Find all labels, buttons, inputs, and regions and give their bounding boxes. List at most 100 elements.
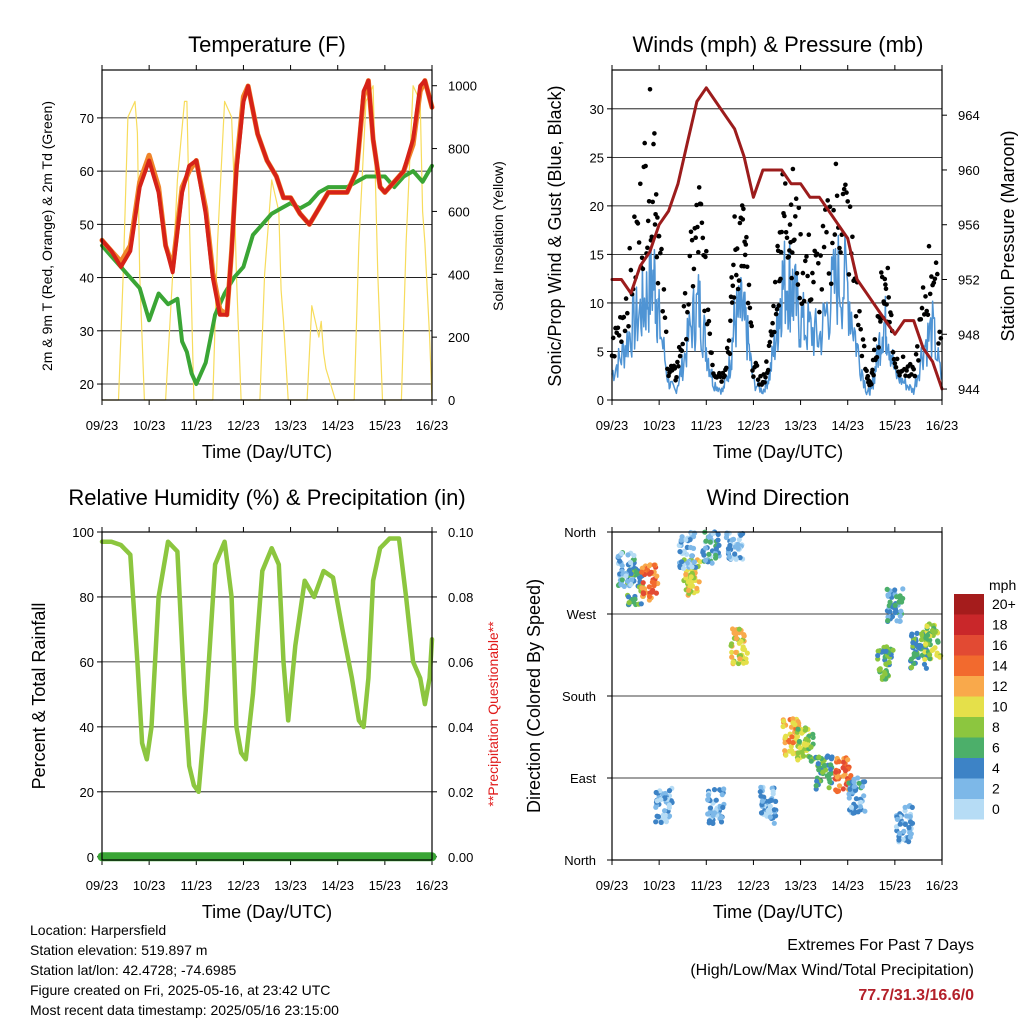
wind-gust-point: [793, 196, 799, 201]
wind-gust-point: [651, 141, 656, 147]
direction-point: [842, 768, 849, 774]
direction-point: [908, 831, 914, 837]
wind-gust-point: [749, 323, 754, 329]
station-info: Location: Harpersfield Station elevation…: [30, 920, 339, 1020]
wind-gust-point: [650, 199, 655, 205]
direction-point: [897, 821, 903, 827]
legend-label: 18: [992, 617, 1008, 633]
wind-gust-point: [826, 271, 832, 276]
direction-point: [619, 550, 625, 557]
direction-ytick-label: South: [562, 689, 596, 704]
wind-gust-point: [806, 232, 812, 237]
humidity-y2tick-label: 0.02: [448, 785, 473, 800]
wind-gust-point: [643, 163, 648, 169]
wind-gust-point: [724, 345, 730, 351]
wind-gust-point: [762, 380, 767, 385]
direction-point: [632, 596, 638, 602]
wind-gust-point: [870, 367, 875, 373]
winds-ytick-label: 0: [597, 393, 604, 408]
wind-gust-point: [878, 319, 883, 324]
wind-gust-point: [696, 249, 701, 255]
wind-gust-point: [744, 264, 750, 270]
wind-gust-point: [691, 266, 697, 272]
direction-point: [741, 633, 747, 639]
direction-point: [932, 629, 938, 635]
wind-gust-point: [797, 295, 802, 301]
wind-gust-point: [890, 349, 896, 355]
direction-xtick-label: 10/23: [643, 878, 676, 893]
temperature-y2tick-label: 400: [448, 267, 470, 282]
direction-point: [857, 804, 864, 810]
wind-gust-point: [751, 374, 756, 379]
created-line: Figure created on Fri, 2025-05-16, at 23…: [30, 982, 331, 998]
wind-gust-point: [700, 235, 706, 241]
wind-gust-point: [925, 312, 931, 318]
wind-gust-point: [750, 368, 755, 373]
direction-point: [639, 569, 645, 575]
direction-point: [736, 640, 742, 646]
humidity-y2tick-label: 0.04: [448, 720, 473, 735]
wind-gust-point: [889, 312, 894, 318]
wind-gust-point: [926, 243, 932, 249]
direction-point: [617, 558, 623, 564]
direction-point: [910, 640, 916, 646]
direction-point: [925, 632, 931, 638]
direction-point: [740, 644, 746, 650]
wind-gust-point: [649, 234, 655, 240]
wind-gust-point: [764, 359, 769, 364]
wind-gust-point: [717, 370, 722, 376]
direction-point: [923, 641, 929, 647]
wind-gust-point: [647, 87, 653, 92]
direction-point: [770, 788, 776, 794]
wind-gust-point: [832, 232, 838, 237]
wind-gust-point: [871, 372, 876, 378]
direction-point: [783, 752, 789, 758]
legend-swatch: [954, 635, 984, 656]
direction-point: [923, 665, 930, 671]
direction-point: [666, 788, 673, 794]
wind-gust-point: [745, 300, 751, 306]
direction-point: [736, 537, 742, 543]
wind-gust-point: [722, 373, 727, 379]
direction-point: [908, 664, 915, 671]
direction-point: [633, 569, 640, 576]
wind-gust-point: [772, 329, 777, 335]
temperature-plot-frame: [101, 69, 433, 401]
direction-point: [639, 565, 645, 571]
direction-point: [796, 738, 803, 745]
wind-gust-point: [897, 373, 902, 378]
wind-gust-point: [768, 329, 774, 334]
direction-point: [840, 759, 847, 765]
direction-point: [852, 787, 859, 793]
direction-point: [885, 618, 891, 624]
wind-gust-point: [766, 343, 772, 349]
wind-gust-point: [858, 327, 863, 332]
direction-point: [685, 579, 692, 585]
wind-gust-point: [790, 166, 796, 172]
direction-point: [847, 786, 853, 792]
direction-point: [877, 667, 883, 673]
wind-gust-point: [763, 375, 768, 380]
direction-point: [883, 648, 889, 654]
temperature-ytick-label: 50: [80, 217, 94, 232]
direction-point: [654, 813, 660, 819]
direction-point: [887, 609, 893, 615]
direction-point: [765, 807, 771, 814]
winds-y2tick-label: 944: [958, 382, 980, 397]
winds-xlabel: Time (Day/UTC): [713, 442, 843, 462]
wind-gust-point: [773, 311, 779, 317]
wind-gust-point: [912, 373, 918, 379]
direction-point: [711, 787, 718, 793]
wind-gust-point: [746, 282, 752, 288]
wind-gust-point: [755, 377, 761, 383]
solar-insolation-line: [101, 85, 433, 401]
direction-point: [713, 797, 719, 803]
direction-point: [709, 560, 715, 566]
temperature-y2tick-label: 0: [448, 393, 455, 408]
legend-swatch: [954, 696, 984, 717]
direction-point: [929, 647, 935, 654]
direction-point: [894, 594, 900, 600]
legend-label: 10: [992, 699, 1008, 715]
wind-gust-point: [857, 309, 862, 314]
wind-gust-point: [821, 244, 827, 250]
